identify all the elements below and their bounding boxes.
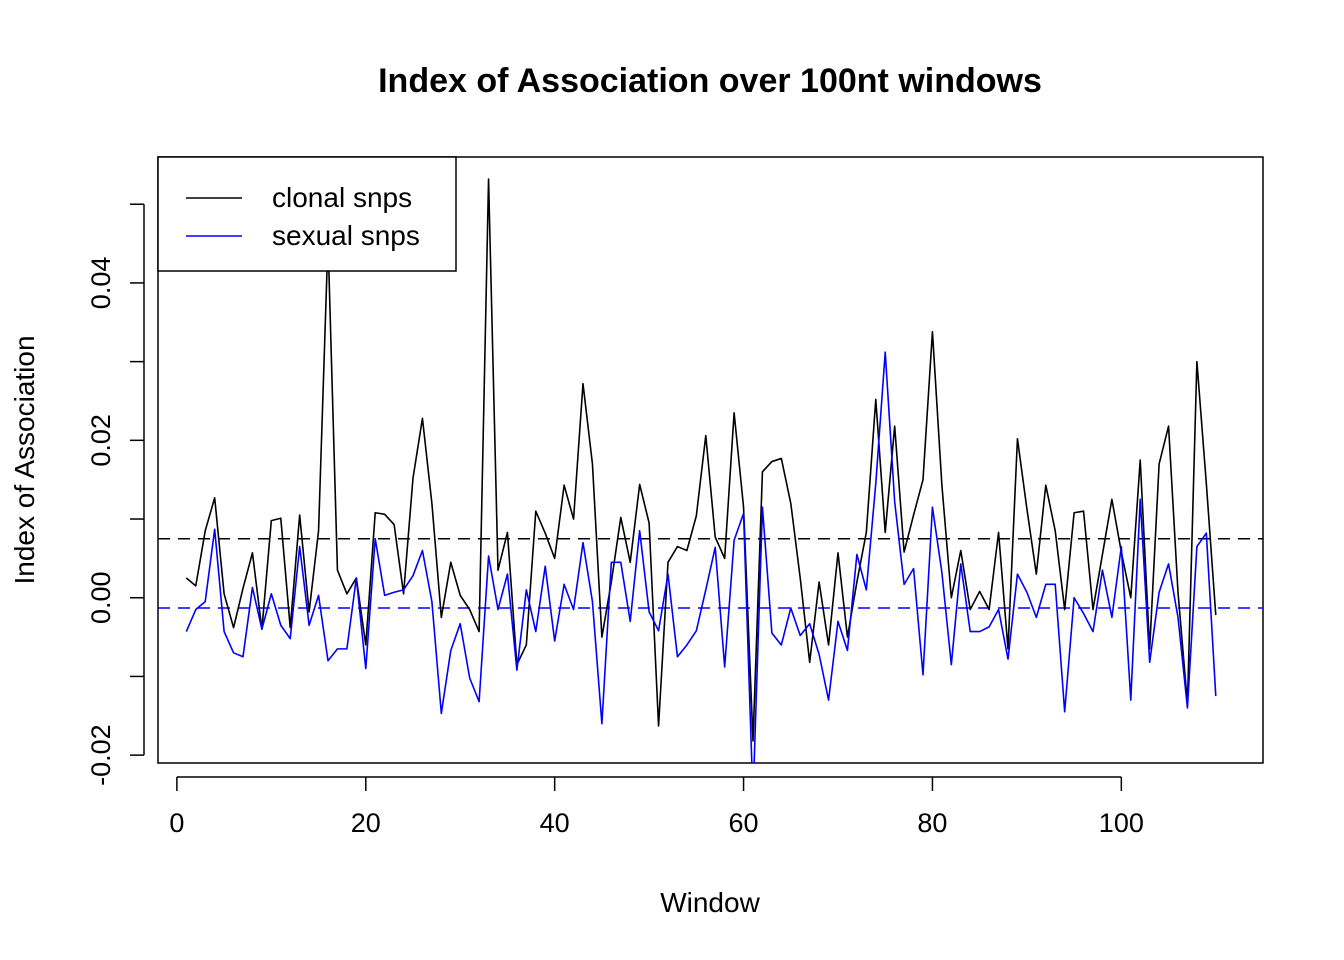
x-tick-label: 80 [917, 808, 947, 838]
y-axis-label: Index of Association [9, 335, 40, 584]
reference-lines [158, 537, 1263, 609]
y-tick-label: 0.00 [86, 571, 116, 624]
legend-label-clonal: clonal snps [272, 182, 412, 213]
series-lines [185, 178, 1217, 763]
x-tick-label: 60 [729, 808, 759, 838]
x-tick-label: 100 [1099, 808, 1144, 838]
legend: clonal snps sexual snps [157, 156, 457, 272]
x-tick-label: 0 [169, 808, 184, 838]
y-tick-label: 0.02 [86, 414, 116, 467]
plot-area [157, 156, 1264, 764]
x-tick-label: 20 [351, 808, 381, 838]
series-line-sexual [185, 351, 1217, 763]
axes: 0 20 40 60 80 100 -0.02 0.00 0.02 0.04 [86, 203, 1144, 838]
y-tick-label: 0.04 [86, 257, 116, 310]
plot-frame [157, 156, 1264, 764]
y-tick-label: -0.02 [86, 724, 116, 786]
x-axis-label: Window [660, 887, 760, 918]
x-tick-label: 40 [540, 808, 570, 838]
legend-box [157, 156, 457, 272]
chart-title: Index of Association over 100nt windows [378, 62, 1042, 100]
legend-label-sexual: sexual snps [272, 220, 420, 251]
